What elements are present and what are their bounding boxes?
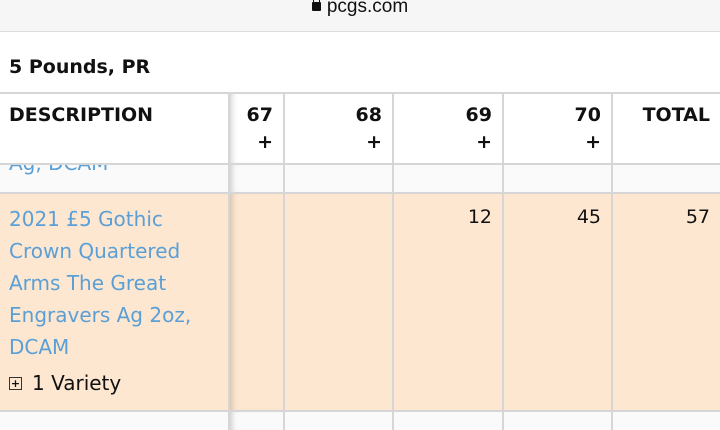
url: pcgs.com bbox=[326, 0, 409, 17]
description-cell: 2021 £5 Gothic Crown Quartered Arms The … bbox=[0, 194, 228, 410]
header-plus: + bbox=[366, 131, 382, 153]
description-cell bbox=[0, 412, 228, 430]
cell-69[interactable]: 12 bbox=[392, 194, 502, 410]
cell-total bbox=[611, 165, 720, 192]
table-row-highlighted: 2021 £5 Gothic Crown Quartered Arms The … bbox=[0, 192, 720, 410]
coin-link[interactable]: Ag, DCAM bbox=[9, 163, 109, 175]
variety-toggle[interactable]: +1 Variety bbox=[9, 371, 208, 395]
header-68: 68 + bbox=[283, 94, 392, 163]
header-plus: + bbox=[585, 131, 601, 153]
cell-68 bbox=[283, 412, 392, 430]
header-label: 67 bbox=[246, 104, 273, 126]
table-row bbox=[0, 410, 720, 430]
table-row: Ag, DCAM bbox=[0, 163, 720, 192]
cell-70 bbox=[502, 165, 611, 192]
cell-68 bbox=[283, 194, 392, 410]
expand-plus-icon: + bbox=[9, 376, 22, 390]
cell-67 bbox=[228, 165, 283, 192]
lock-icon bbox=[311, 0, 321, 11]
cell-70 bbox=[502, 412, 611, 430]
variety-label: 1 Variety bbox=[32, 371, 122, 395]
header-69: 69 + bbox=[392, 94, 502, 163]
header-label: 70 bbox=[574, 104, 601, 126]
table-header: DESCRIPTION 67 + 68 + 69 + 70 + TOTAL bbox=[0, 92, 720, 163]
header-67: 67 + bbox=[228, 94, 283, 163]
cell-69 bbox=[392, 165, 502, 192]
header-plus: + bbox=[476, 131, 492, 153]
coin-link[interactable]: 2021 £5 Gothic Crown Quartered Arms The … bbox=[9, 207, 192, 359]
header-label: 68 bbox=[355, 104, 382, 126]
cell-69 bbox=[392, 412, 502, 430]
address-bar[interactable]: pcgs.com bbox=[0, 0, 720, 32]
header-plus: + bbox=[257, 131, 273, 153]
page-title: 5 Pounds, PR bbox=[9, 56, 151, 78]
header-total: TOTAL bbox=[611, 94, 720, 163]
cell-68 bbox=[283, 165, 392, 192]
header-70: 70 + bbox=[502, 94, 611, 163]
cell-total[interactable]: 57 bbox=[611, 194, 720, 410]
header-description: DESCRIPTION bbox=[9, 104, 154, 126]
cell-total bbox=[611, 412, 720, 430]
header-label: 69 bbox=[465, 104, 492, 126]
cell-67 bbox=[228, 194, 283, 410]
cell-70[interactable]: 45 bbox=[502, 194, 611, 410]
cell-67 bbox=[228, 412, 283, 430]
description-cell: Ag, DCAM bbox=[0, 163, 228, 192]
